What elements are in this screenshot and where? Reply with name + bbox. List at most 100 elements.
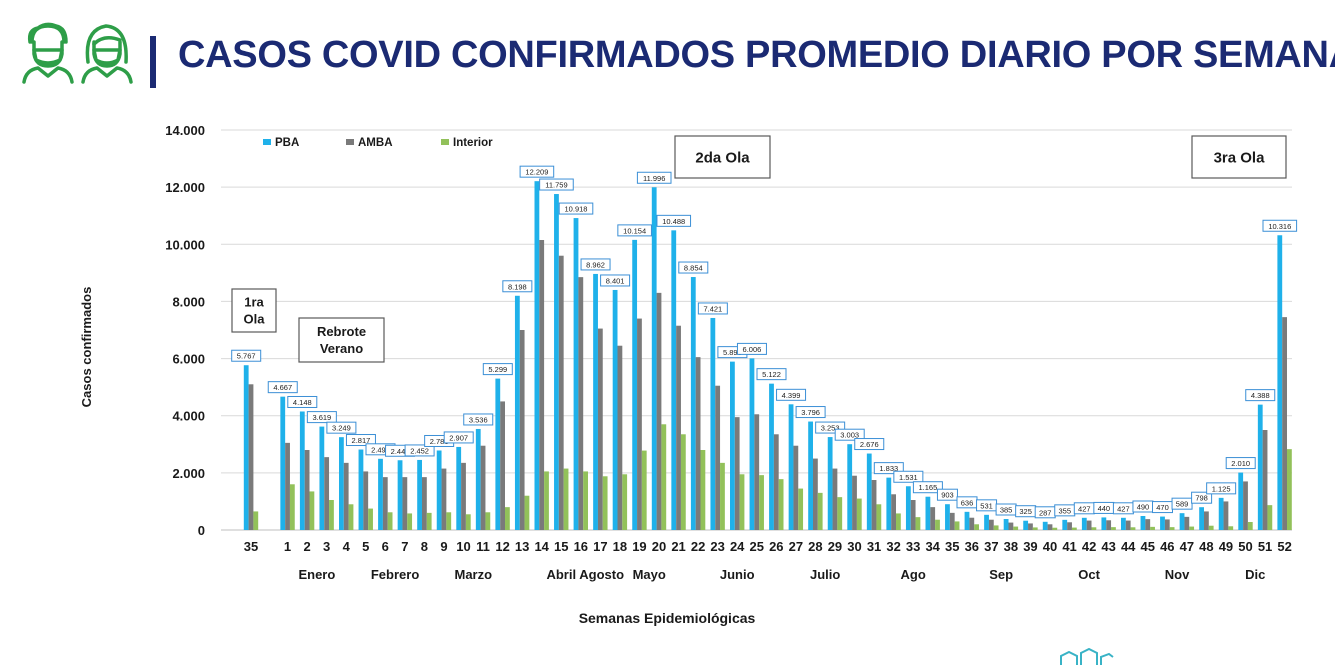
bar-interior <box>856 498 862 530</box>
bar-interior <box>485 512 491 530</box>
bar-pba <box>690 277 696 530</box>
data-label: 10.154 <box>623 226 646 235</box>
x-tick-label: 31 <box>867 539 881 554</box>
data-label-box <box>873 462 904 475</box>
x-tick-label: 44 <box>1121 539 1136 554</box>
bar-interior <box>1111 527 1116 530</box>
bar-interior <box>446 512 452 530</box>
data-label-box <box>580 258 611 271</box>
data-label: 385 <box>1000 506 1013 515</box>
data-label-box <box>306 411 337 424</box>
data-label: 5.893 <box>723 348 742 357</box>
month-label: Abril <box>546 567 576 582</box>
data-label: 3.619 <box>312 413 331 422</box>
x-tick-label: 22 <box>691 539 705 554</box>
data-label: 11.996 <box>643 174 665 183</box>
bar-interior <box>1208 525 1214 530</box>
bar-amba <box>832 468 838 530</box>
bar-pba <box>769 383 774 530</box>
bar-interior <box>563 468 569 530</box>
x-tick-label: 38 <box>1004 539 1018 554</box>
bar-amba <box>539 240 545 530</box>
x-tick-label: 3 <box>323 539 330 554</box>
month-label: Nov <box>1165 567 1190 582</box>
bar-interior <box>1013 526 1019 530</box>
month-label: Agosto <box>579 567 624 582</box>
data-label: 1.165 <box>919 483 938 492</box>
bar-amba <box>852 475 857 530</box>
bar-pba <box>456 446 462 530</box>
data-label-box <box>539 178 574 191</box>
bar-amba <box>343 462 349 530</box>
bar-interior <box>876 504 882 530</box>
bar-pba <box>847 444 853 530</box>
x-axis-title: Semanas Epidemiológicas <box>579 610 756 626</box>
data-label: 7.421 <box>703 304 722 313</box>
x-tick-label: 28 <box>808 539 822 554</box>
data-label-box <box>736 342 767 355</box>
month-label: Febrero <box>371 567 419 582</box>
x-tick-label: 41 <box>1062 539 1076 554</box>
bar-amba <box>695 357 701 530</box>
data-label: 5.767 <box>237 352 256 361</box>
bar-amba <box>871 480 877 530</box>
annotation-box <box>231 288 277 333</box>
data-label: 1.531 <box>899 473 918 482</box>
x-tick-label: 43 <box>1101 539 1115 554</box>
x-tick-label: 35 <box>945 539 959 554</box>
annotation-text: 2da Ola <box>695 149 750 166</box>
data-label-box <box>656 214 692 227</box>
data-label-box <box>463 413 494 426</box>
bar-amba <box>813 458 818 530</box>
bar-interior <box>289 484 295 530</box>
data-label-box <box>617 224 652 237</box>
bar-interior <box>622 474 628 530</box>
x-tick-label: 16 <box>574 539 588 554</box>
y-axis-title: Casos confirmados <box>79 287 94 408</box>
bar-interior <box>954 521 960 530</box>
x-tick-label: 20 <box>652 539 666 554</box>
data-label: 589 <box>1176 500 1189 509</box>
bar-amba <box>910 500 916 530</box>
data-label: 4.399 <box>782 391 801 400</box>
bar-pba <box>827 437 833 530</box>
bar-interior <box>465 514 471 530</box>
bar-pba <box>886 477 892 530</box>
y-tick-label: 4.000 <box>172 409 205 424</box>
page-title: CASOS COVID CONFIRMADOS PROMEDIO DIARIO … <box>178 34 1335 76</box>
data-label-box <box>854 438 885 451</box>
x-tick-label: 4 <box>343 539 351 554</box>
x-tick-label: 32 <box>886 539 900 554</box>
bar-pba <box>1199 507 1204 530</box>
data-label-box <box>558 202 594 215</box>
data-label: 4.148 <box>293 398 312 407</box>
bar-interior <box>974 524 979 530</box>
bar-amba <box>422 477 427 530</box>
bar-interior <box>309 491 315 530</box>
data-label: 2.817 <box>352 436 371 445</box>
bar-amba <box>1164 519 1170 530</box>
bar-amba <box>793 445 799 530</box>
x-tick-label: 1 <box>284 539 291 554</box>
data-label: 4.388 <box>1251 391 1270 400</box>
bar-pba <box>243 365 249 530</box>
bar-interior <box>1071 527 1077 530</box>
bar-amba <box>734 417 740 530</box>
x-tick-label: 27 <box>789 539 803 554</box>
annotation-box <box>1191 135 1287 179</box>
bar-interior <box>583 471 588 530</box>
x-tick-label: 11 <box>476 539 490 554</box>
data-label-box <box>1191 491 1213 504</box>
bar-pba <box>339 437 344 530</box>
x-tick-label: 37 <box>984 539 998 554</box>
bar-amba <box>324 457 330 530</box>
data-label: 470 <box>1156 503 1169 512</box>
bar-interior <box>407 513 413 530</box>
bar-interior <box>817 492 823 530</box>
bar-pba <box>1042 521 1048 530</box>
bar-pba <box>964 511 970 530</box>
bar-pba <box>397 460 403 530</box>
data-label-box <box>834 428 865 441</box>
data-label-box <box>502 280 533 293</box>
bar-amba <box>930 507 936 530</box>
